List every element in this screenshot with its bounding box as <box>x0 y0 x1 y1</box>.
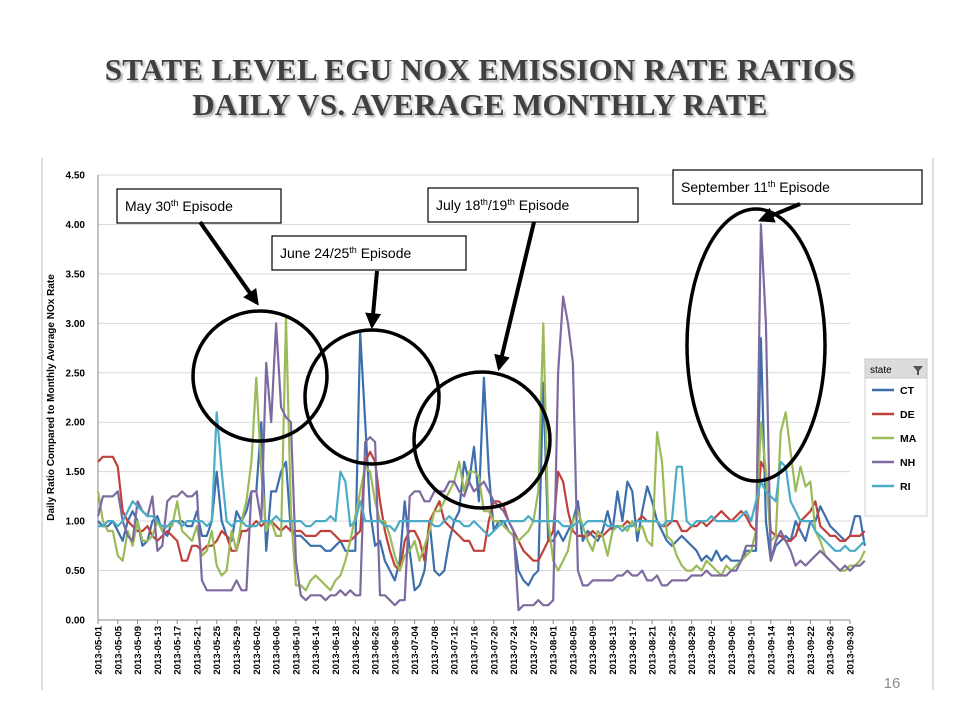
x-tick-label: 2013-07-12 <box>450 626 461 675</box>
callout-june-24-25-box <box>271 235 467 271</box>
x-tick-label: 2013-08-29 <box>687 626 698 675</box>
x-tick-label: 2013-05-05 <box>113 625 124 674</box>
x-tick-label: 2013-05-21 <box>192 625 203 674</box>
x-tick-label: 2013-07-16 <box>470 626 481 675</box>
x-axis-ticks: 2013-05-01 2013-05-05 2013-05-09 2013-05-13… <box>94 620 857 675</box>
x-tick-label: 2013-07-04 <box>410 625 421 674</box>
x-tick-label: 2013-08-01 <box>549 625 560 674</box>
arrow-july-18-19 <box>494 221 536 372</box>
y-tick-label: 4.00 <box>66 220 86 231</box>
x-tick-label: 2013-08-17 <box>628 626 639 675</box>
y-tick-label: 2.50 <box>66 368 86 379</box>
callout-september-11: September 11th Episode <box>672 169 923 205</box>
y-tick-label: 1.00 <box>66 517 86 528</box>
y-tick-label: 1.50 <box>66 467 86 478</box>
title-line-1: STATE LEVEL EGU NOX EMISSION RATE RATIOS <box>104 52 856 87</box>
ellipse-july-18-19 <box>412 370 552 510</box>
x-tick-label: 2013-09-22 <box>806 626 817 675</box>
series-lines <box>96 223 866 612</box>
callout-june-24-25: June 24/25th Episode <box>271 235 467 271</box>
x-tick-label: 2013-09-14 <box>766 625 777 674</box>
x-tick-label: 2013-06-26 <box>371 626 382 675</box>
x-tick-label: 2013-05-17 <box>173 626 184 675</box>
arrow-september-11 <box>758 202 801 223</box>
x-tick-label: 2013-06-10 <box>291 626 302 675</box>
legend-header[interactable] <box>864 358 928 379</box>
y-tick-label: 2.00 <box>66 418 86 429</box>
x-tick-label: 2013-05-25 <box>212 625 223 674</box>
y-tick-label: 0.50 <box>66 566 86 577</box>
ellipse-may-30 <box>191 309 329 443</box>
x-tick-label: 2013-09-06 <box>727 626 738 675</box>
callout-september-11-text: September 11th Episode <box>681 179 830 195</box>
y-tick-label: 3.00 <box>66 319 86 330</box>
legend-label-nh: NH <box>900 457 915 469</box>
slide-title: STATE LEVEL EGU NOX EMISSION RATE RATIOS… <box>0 52 960 122</box>
annotations: May 30th Episode June 24/25th Episode July… <box>116 169 923 510</box>
y-axis-label: Daily Ratio Compared to Monthly Average … <box>46 274 57 521</box>
x-tick-label: 2013-05-13 <box>153 626 164 675</box>
callout-july-18-19-box <box>427 187 639 223</box>
legend-label-ri: RI <box>900 481 911 493</box>
x-tick-label: 2013-08-05 <box>568 625 579 674</box>
arrow-may-30 <box>198 220 259 306</box>
series-line-ri <box>98 411 866 552</box>
series-line-ma <box>96 317 866 592</box>
x-tick-label: 2013-06-22 <box>351 626 362 675</box>
x-tick-label: 2013-08-25 <box>667 625 678 674</box>
series-line-ct <box>97 332 866 592</box>
x-tick-label: 2013-08-09 <box>588 626 599 675</box>
x-tick-label: 2013-06-18 <box>331 626 342 675</box>
callout-may-30-text: May 30th Episode <box>125 198 233 214</box>
legend-label-ma: MA <box>900 433 917 445</box>
x-tick-label: 2013-06-30 <box>390 626 401 675</box>
x-tick-label: 2013-09-18 <box>786 626 797 675</box>
page-number: 16 <box>883 675 901 692</box>
callout-june-24-25-text: June 24/25th Episode <box>280 245 412 261</box>
y-tick-label: 3.50 <box>66 269 86 280</box>
callout-may-30: May 30th Episode <box>116 188 282 224</box>
legend-title: state <box>870 365 892 376</box>
x-tick-label: 2013-06-02 <box>252 626 263 675</box>
ellipse-june-24-25 <box>303 328 441 466</box>
x-tick-label: 2013-06-06 <box>272 626 283 675</box>
series-line-nh <box>96 223 866 612</box>
callout-may-30-box <box>116 188 282 224</box>
x-tick-label: 2013-09-02 <box>707 626 718 675</box>
ellipse-september-11 <box>685 207 827 483</box>
x-tick-label: 2013-07-24 <box>509 625 520 674</box>
callout-july-18-19-text: July 18th/19th Episode <box>436 197 570 213</box>
x-tick-label: 2013-06-14 <box>311 625 322 674</box>
x-tick-label: 2013-05-29 <box>232 626 243 675</box>
callout-july-18-19: July 18th/19th Episode <box>427 187 639 223</box>
x-tick-label: 2013-07-20 <box>489 626 500 675</box>
legend-label-de: DE <box>900 409 915 421</box>
x-tick-label: 2013-07-28 <box>529 626 540 675</box>
y-axis-ticks: 0.00 0.50 1.00 1.50 2.00 2.50 3.00 3.50 4.00 4.50 <box>66 171 86 627</box>
x-tick-label: 2013-09-26 <box>826 626 837 675</box>
filter-icon[interactable] <box>913 366 923 375</box>
x-tick-label: 2013-05-01 <box>94 625 105 674</box>
x-tick-label: 2013-08-13 <box>608 626 619 675</box>
legend-label-ct: CT <box>900 385 915 397</box>
legend: state CT DE MA NH RI <box>864 358 928 517</box>
y-tick-label: 4.50 <box>66 171 86 182</box>
title-line-2: DAILY VS. AVERAGE MONTHLY RATE <box>192 87 768 122</box>
gridlines <box>97 174 850 621</box>
x-tick-label: 2013-07-08 <box>430 626 441 675</box>
callout-september-11-box <box>672 169 923 205</box>
x-tick-label: 2013-08-21 <box>648 625 659 674</box>
x-tick-label: 2013-09-10 <box>747 626 758 675</box>
x-tick-label: 2013-09-30 <box>846 626 857 675</box>
y-tick-label: 0.00 <box>66 616 86 627</box>
arrow-june-24-25 <box>365 270 382 330</box>
series-line-de <box>97 450 866 572</box>
chart-frame <box>41 158 934 690</box>
x-tick-label: 2013-05-09 <box>133 626 144 675</box>
